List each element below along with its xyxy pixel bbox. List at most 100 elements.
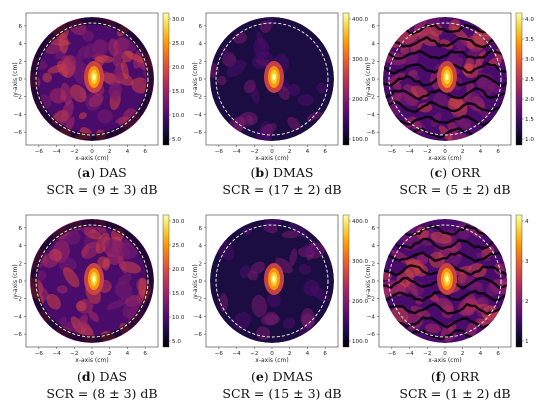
x-tick-label: −2	[70, 351, 78, 357]
colorbar-tick-label: 400.0	[352, 219, 368, 225]
y-tick-label: 0	[198, 77, 202, 83]
colorbar-tick-label: 300.0	[352, 259, 368, 265]
y-tick-label: 6	[198, 226, 202, 232]
caption-c-scr: SCR = (5 ± 2) dB	[399, 182, 511, 197]
colorbar-tick-label: 200.0	[352, 97, 368, 103]
y-tick-label: 0	[371, 77, 375, 83]
y-tick-label: 4	[198, 42, 202, 48]
y-tick-label: −4	[14, 112, 23, 118]
caption-f: (f) ORR SCR = (1 ± 2) dB	[365, 368, 545, 402]
colorbar-tick-label: 20.0	[172, 65, 185, 71]
panel-e: −6 −4 −2 0 2 4 6 6 4 2 0 −2 −4 −6 x-axis (cm) y-axis (c…	[192, 204, 372, 404]
x-tick-label: 2	[461, 351, 465, 357]
colorbar	[342, 214, 350, 348]
caption-d-label: d	[81, 369, 91, 384]
y-tick-label: 4	[371, 42, 375, 48]
heatmap-d: −6 −4 −2 0 2 4 6 6 4 2 0 −2 −4 −6 x-axis (cm) y-axis (c…	[12, 214, 185, 364]
caption-e-label: e	[255, 369, 264, 384]
x-tick-label: 2	[108, 149, 112, 155]
heatmap-b: −6 −4 −2 0 2 4 6 6 4 2 0 −2 −4 −6 x-axis (cm) y-axis (c…	[192, 12, 368, 162]
x-tick-label: 2	[288, 351, 292, 357]
heatmap-e: −6 −4 −2 0 2 4 6 6 4 2 0 −2 −4 −6 x-axis (cm) y-axis (c…	[192, 214, 368, 364]
x-tick-label: 0	[443, 351, 447, 357]
y-tick-label: 0	[18, 77, 22, 83]
caption-e-scr: SCR = (15 ± 3) dB	[222, 386, 342, 401]
y-tick-label: 2	[371, 59, 375, 65]
panel-a: −6 −4 −2 0 2 4 6 6 4 2 0 −2 −4 −6 x-axis (cm) y-axis (c…	[12, 2, 192, 202]
x-tick-label: 0	[270, 351, 274, 357]
y-tick-label: 4	[18, 244, 22, 250]
colorbar-tick-label: 5.0	[172, 137, 181, 143]
x-axis-label: x-axis (cm)	[428, 357, 461, 364]
colorbar-tick-label: 1.5	[525, 117, 534, 123]
y-tick-label: −4	[367, 314, 376, 320]
colorbar	[162, 12, 170, 146]
x-tick-label: −6	[388, 149, 397, 155]
panel-b: −6 −4 −2 0 2 4 6 6 4 2 0 −2 −4 −6 x-axis (cm) y-axis (c…	[192, 2, 372, 202]
colorbar-tick-label: 1.0	[525, 137, 534, 143]
y-tick-label: 6	[18, 24, 22, 30]
x-tick-label: 4	[306, 149, 310, 155]
y-axis-label: y-axis (cm)	[192, 62, 199, 95]
panel-f: −6 −4 −2 0 2 4 6 6 4 2 0 −2 −4 −6 x-axis (cm) y-axis (c…	[365, 204, 545, 404]
x-tick-label: −2	[423, 149, 431, 155]
caption-a-label: a	[82, 165, 91, 180]
x-tick-label: −4	[52, 351, 61, 357]
y-tick-label: 0	[18, 279, 22, 285]
x-tick-label: −4	[232, 351, 241, 357]
x-tick-label: 6	[323, 351, 327, 357]
y-tick-label: −6	[194, 130, 203, 136]
caption-c-label: c	[434, 165, 443, 180]
colorbar-tick-label: 15.0	[172, 291, 185, 297]
y-tick-label: 2	[198, 59, 202, 65]
panel-d: −6 −4 −2 0 2 4 6 6 4 2 0 −2 −4 −6 x-axis (cm) y-axis (c…	[12, 204, 192, 404]
x-tick-label: 6	[143, 149, 147, 155]
y-tick-label: 2	[18, 261, 22, 267]
colorbar-tick-label: 25.0	[172, 41, 185, 47]
caption-a-scr: SCR = (9 ± 3) dB	[46, 182, 158, 197]
y-tick-label: 6	[198, 24, 202, 30]
colorbar-tick-label: 2.5	[525, 77, 534, 83]
y-axis-label: y-axis (cm)	[365, 264, 372, 297]
y-tick-label: −4	[194, 112, 203, 118]
colorbar-tick-label: 4.0	[525, 17, 534, 23]
x-axis-label: x-axis (cm)	[75, 155, 108, 162]
y-tick-label: 4	[371, 244, 375, 250]
x-tick-label: −2	[250, 149, 258, 155]
caption-a: (a) DAS SCR = (9 ± 3) dB	[12, 164, 192, 198]
x-tick-label: 6	[143, 351, 147, 357]
y-tick-label: 4	[198, 244, 202, 250]
x-tick-label: 4	[479, 351, 483, 357]
x-tick-label: 0	[90, 149, 94, 155]
y-axis-label: y-axis (cm)	[12, 264, 19, 297]
x-tick-label: 2	[461, 149, 465, 155]
x-tick-label: −2	[250, 351, 258, 357]
y-tick-label: −4	[367, 112, 376, 118]
y-tick-label: 0	[371, 279, 375, 285]
y-tick-label: −2	[14, 95, 22, 101]
caption-f-name: ORR	[450, 369, 480, 384]
x-tick-label: 0	[90, 351, 94, 357]
x-tick-label: −6	[388, 351, 397, 357]
colorbar	[515, 214, 523, 348]
caption-d-scr: SCR = (8 ± 3) dB	[46, 386, 158, 401]
colorbar-tick-label: 100.0	[352, 339, 368, 345]
colorbar-tick-label: 100.0	[352, 137, 368, 143]
caption-f-label: f	[435, 369, 442, 384]
x-tick-label: 4	[479, 149, 483, 155]
y-tick-label: 6	[371, 24, 375, 30]
colorbar-tick-label: 10.0	[172, 113, 185, 119]
x-axis-label: x-axis (cm)	[428, 155, 461, 162]
colorbar-tick-label: 3	[525, 259, 529, 265]
caption-b: (b) DMAS SCR = (17 ± 2) dB	[192, 164, 372, 198]
x-tick-label: −2	[70, 149, 78, 155]
caption-f-scr: SCR = (1 ± 2) dB	[399, 386, 511, 401]
y-tick-label: −2	[14, 297, 22, 303]
colorbar-tick-label: 1	[525, 339, 529, 345]
heatmap-c: −6 −4 −2 0 2 4 6 6 4 2 0 −2 −4 −6 x-axis (cm) y-axis (c…	[365, 12, 534, 162]
colorbar-tick-label: 10.0	[172, 315, 185, 321]
y-tick-label: −2	[367, 95, 375, 101]
x-tick-label: 2	[108, 351, 112, 357]
x-tick-label: −6	[35, 351, 44, 357]
x-tick-label: −6	[35, 149, 44, 155]
